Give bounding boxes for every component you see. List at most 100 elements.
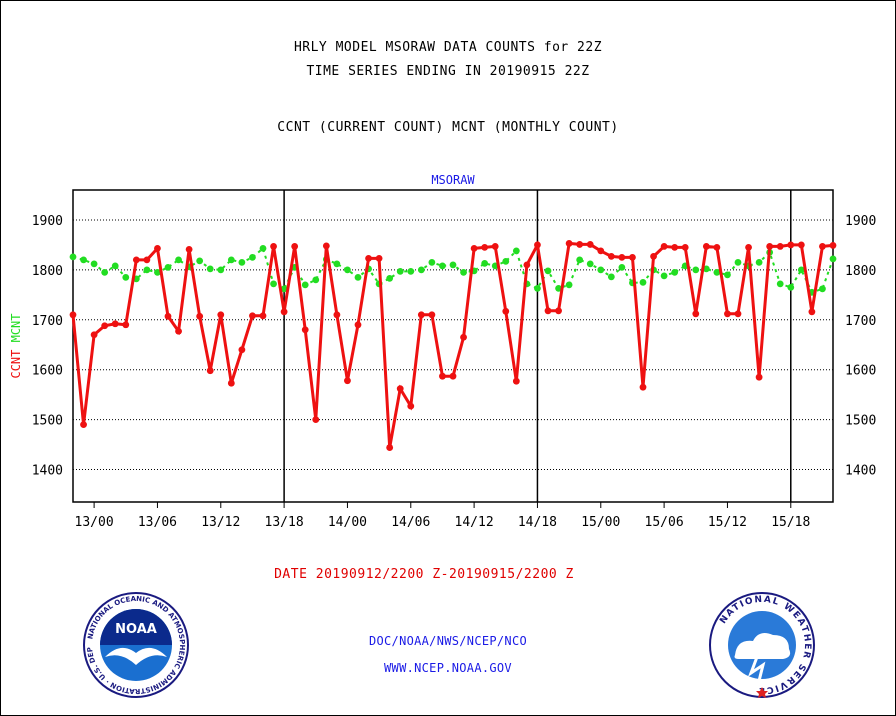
ccnt-point <box>206 367 214 375</box>
mcnt-point <box>449 261 457 269</box>
ccnt-point <box>502 307 510 315</box>
ccnt-point <box>692 310 700 318</box>
ccnt-point <box>312 416 320 424</box>
mcnt-point <box>819 285 826 293</box>
mcnt-point <box>417 266 425 274</box>
ccnt-point <box>280 308 288 316</box>
mcnt-point <box>386 274 394 282</box>
ccnt-point <box>660 243 668 250</box>
ccnt-point <box>829 242 837 249</box>
ccnt-point <box>185 246 193 253</box>
ccnt-point <box>460 333 467 341</box>
x-tick-label: 15/18 <box>771 515 810 530</box>
y-tick-label-right: 1700 <box>845 314 876 329</box>
ccnt-point <box>322 242 330 250</box>
ccnt-point <box>259 312 267 320</box>
org-label: DOC/NOAA/NWS/NCEP/NCO <box>368 634 528 648</box>
mcnt-point <box>280 285 288 293</box>
x-tick-label: 14/18 <box>518 515 557 530</box>
mcnt-point <box>565 281 573 289</box>
mcnt-point <box>439 262 446 270</box>
ccnt-point <box>344 377 351 385</box>
ccnt-point <box>164 312 172 320</box>
ccnt-point <box>576 241 584 248</box>
mcnt-point <box>787 283 795 291</box>
url-link[interactable]: WWW.NCEP.NOAA.GOV <box>384 661 512 675</box>
mcnt-point <box>196 257 204 265</box>
ccnt-point <box>238 346 246 354</box>
mcnt-point <box>206 265 214 273</box>
mcnt-point <box>90 260 98 268</box>
x-tick-label: 15/12 <box>708 515 747 530</box>
noaa-logo-text: NOAA <box>115 622 157 637</box>
ccnt-point <box>523 261 531 269</box>
mcnt-point <box>724 271 731 279</box>
ccnt-point <box>565 240 573 247</box>
ccnt-point <box>301 326 309 334</box>
mcnt-point <box>512 247 520 255</box>
mcnt-point <box>481 259 489 267</box>
mcnt-point <box>660 272 668 280</box>
ccnt-point <box>819 243 826 250</box>
ccnt-point <box>745 244 752 251</box>
ccnt-point <box>597 247 605 255</box>
ccnt-point <box>154 245 161 252</box>
mcnt-point <box>607 273 615 281</box>
chart-header-line1: HRLY MODEL MSORAW DATA COUNTS for 22Z <box>293 40 603 55</box>
y-tick-label-right: 1600 <box>845 364 876 379</box>
ccnt-point <box>544 307 552 315</box>
chart-header-line2: TIME SERIES ENDING IN 20190915 22Z <box>306 64 590 79</box>
mcnt-point <box>164 263 172 271</box>
mcnt-point <box>407 267 415 275</box>
ccnt-point <box>734 310 742 318</box>
axis-labels: 1400 1400 1500 1500 1600 1600 1700 1700 1800 1800… <box>9 173 876 530</box>
mcnt-point <box>555 284 562 292</box>
ccnt-point <box>681 244 689 251</box>
nws-logo: NATIONAL WEATHER SERVICE <box>709 592 815 698</box>
ccnt-point <box>428 311 436 319</box>
y-tick-label-left: 1500 <box>32 414 63 429</box>
ccnt-point <box>586 241 594 248</box>
mcnt-point <box>502 257 510 265</box>
grid-lines <box>73 219 833 471</box>
mcnt-point <box>776 280 784 288</box>
x-tick-label: 14/00 <box>328 515 367 530</box>
mcnt-point <box>671 268 679 276</box>
mcnt-point <box>428 258 436 266</box>
mcnt-point <box>713 268 721 276</box>
ccnt-point <box>365 254 372 262</box>
plot-frame <box>72 189 834 503</box>
ccnt-point <box>407 402 415 410</box>
mcnt-point <box>238 258 246 266</box>
mcnt-axis-label: MCNT <box>9 313 23 342</box>
mcnt-point <box>639 278 647 286</box>
x-tick-label: 13/18 <box>265 515 304 530</box>
ccnt-point <box>702 243 710 250</box>
mcnt-point <box>797 266 805 274</box>
ccnt-point <box>776 243 784 250</box>
mcnt-point <box>154 268 161 276</box>
ccnt-point <box>512 377 520 385</box>
y-tick-label-left: 1700 <box>32 314 63 329</box>
ccnt-point <box>534 241 541 249</box>
ccnt-point <box>766 243 774 250</box>
axes <box>72 189 834 508</box>
mcnt-point <box>143 266 151 274</box>
ccnt-point <box>713 244 721 251</box>
ccnt-point <box>607 252 615 260</box>
mcnt-point <box>111 262 119 270</box>
y-tick-label-right: 1900 <box>845 214 876 229</box>
mcnt-point <box>576 256 584 264</box>
mcnt-point <box>396 267 404 275</box>
ccnt-point <box>90 331 98 339</box>
ccnt-point <box>270 243 277 250</box>
ccnt-point <box>439 372 446 380</box>
chart-header-line3: CCNT (CURRENT COUNT) MCNT (MONTHLY COUNT… <box>277 120 619 135</box>
mcnt-point <box>259 245 267 252</box>
x-tick-label: 14/06 <box>391 515 430 530</box>
mcnt-point <box>534 284 541 292</box>
ccnt-point <box>217 311 225 319</box>
y-tick-label-left: 1400 <box>32 464 63 479</box>
mcnt-point <box>755 258 763 266</box>
